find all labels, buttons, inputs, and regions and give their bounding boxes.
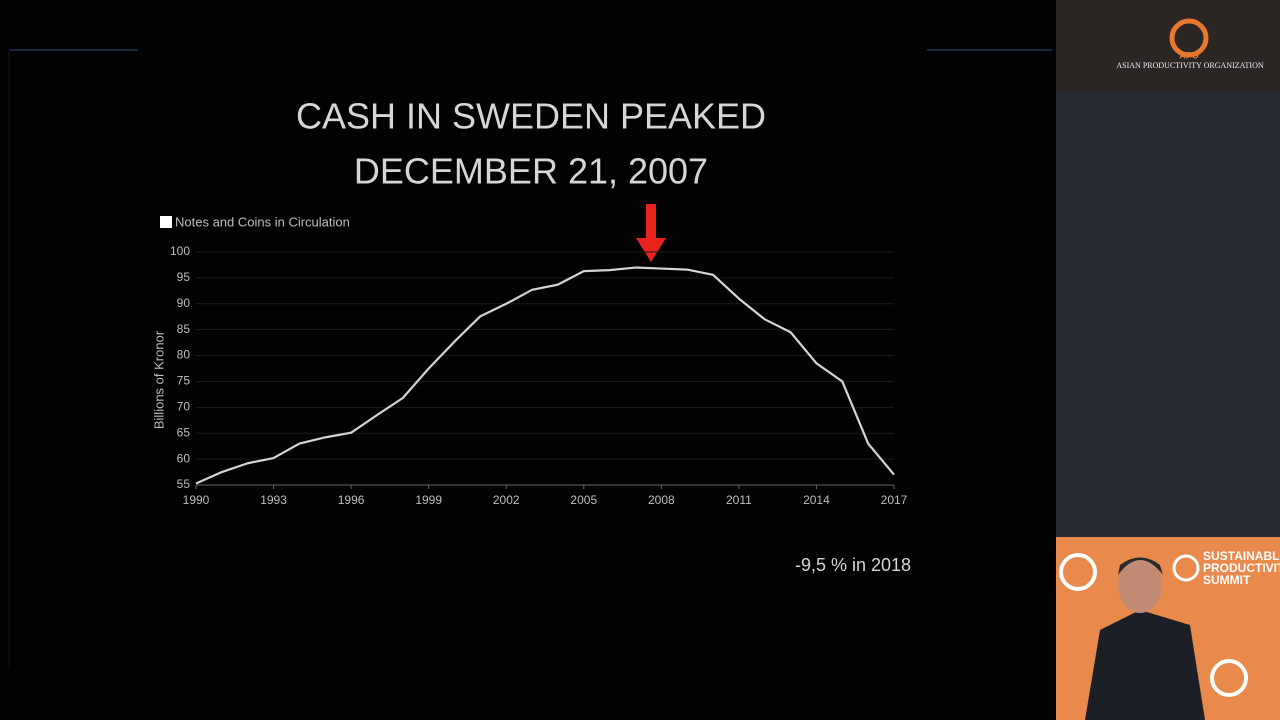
x-tick-label: 2014 [803, 493, 830, 507]
x-tick-label: 1996 [338, 493, 365, 507]
slide-background [0, 0, 1056, 720]
x-tick-label: 1993 [260, 493, 287, 507]
sidebar: APO ASIAN PRODUCTIVITY ORGANIZATION [1056, 0, 1280, 720]
organization-name: ASIAN PRODUCTIVITY ORGANIZATION [1116, 61, 1263, 70]
legend-swatch [160, 216, 172, 228]
chart-title: DECEMBER 21, 2007 [354, 151, 708, 192]
y-tick-label: 60 [177, 451, 191, 465]
x-tick-label: 2002 [493, 493, 520, 507]
y-axis-label: Billions of Kronor [151, 330, 166, 429]
x-tick-label: 1999 [415, 493, 442, 507]
y-tick-label: 55 [177, 477, 191, 491]
y-tick-label: 85 [177, 322, 191, 336]
x-tick-label: 2005 [570, 493, 597, 507]
y-tick-label: 75 [177, 374, 191, 388]
y-tick-label: 80 [177, 348, 191, 362]
x-tick-label: 2011 [726, 493, 752, 507]
data-line [195, 266, 895, 485]
logo-ring [1169, 18, 1209, 58]
x-tick-label: 1990 [183, 493, 210, 507]
peak-arrow [636, 204, 666, 262]
y-tick-label: 95 [177, 270, 191, 284]
summit-line: SUSTAINABLE [1203, 549, 1280, 563]
y-tick-label: 70 [177, 400, 191, 414]
summit-line: SUMMIT [1203, 573, 1251, 587]
logo-text: APO [1179, 50, 1199, 60]
summit-text: SUSTAINABLEPRODUCTIVITYSUMMIT [1203, 549, 1280, 587]
y-tick-label: 100 [170, 244, 190, 258]
legend-label: Notes and Coins in Circulation [175, 214, 350, 229]
annotation: -9,5 % in 2018 [795, 555, 911, 575]
speaker [1085, 610, 1205, 720]
x-tick-label: 2017 [881, 493, 908, 507]
chart-title: CASH IN SWEDEN PEAKED [296, 96, 766, 137]
y-tick-label: 65 [177, 425, 191, 439]
y-tick-label: 90 [177, 296, 191, 310]
x-tick-label: 2008 [648, 493, 675, 507]
summit-line: PRODUCTIVITY [1203, 561, 1280, 575]
